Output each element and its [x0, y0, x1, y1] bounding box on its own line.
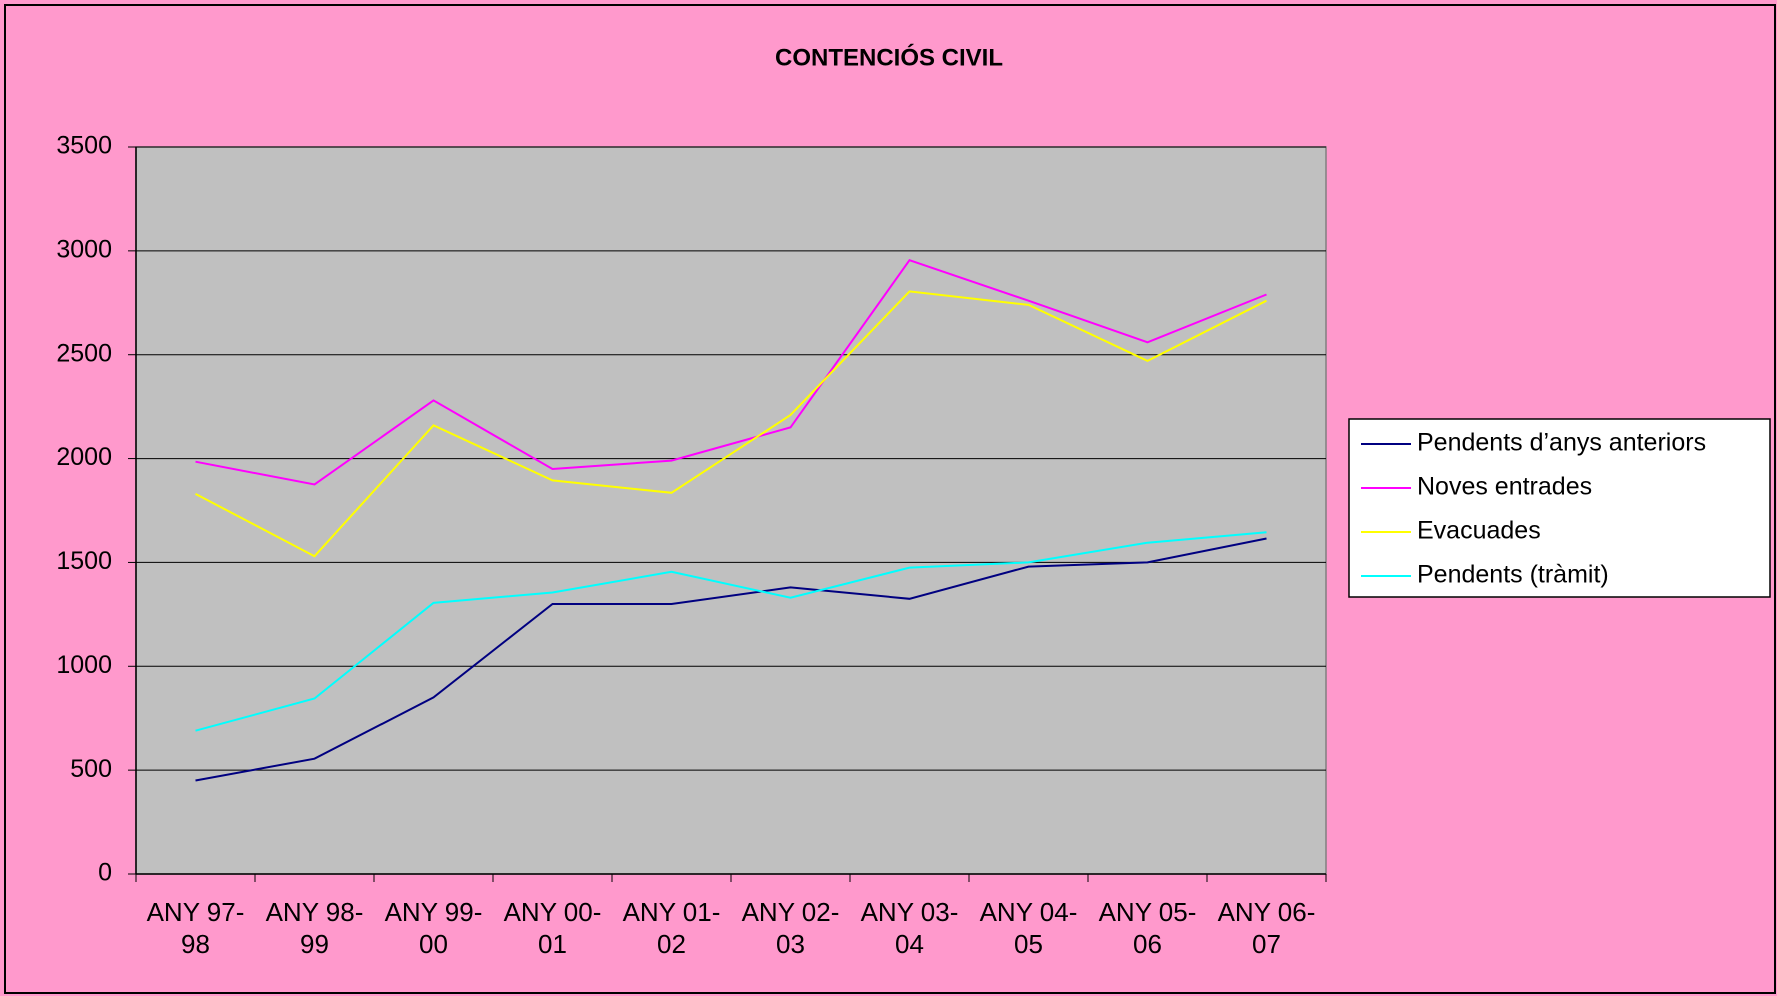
- y-tick-label: 0: [98, 859, 112, 887]
- x-tick-label: ANY 00-01: [503, 897, 602, 959]
- series-line: [195, 537, 1267, 782]
- y-tick-label: 500: [70, 755, 112, 783]
- x-tick-label: ANY 99-00: [384, 897, 483, 959]
- x-tick-label: ANY 02-03: [741, 897, 840, 959]
- x-tick-label: ANY 03-04: [860, 897, 959, 959]
- legend-label: Evacuades: [1417, 517, 1541, 545]
- y-tick-label: 2000: [56, 443, 112, 471]
- y-tick-label: 1500: [56, 547, 112, 575]
- y-tick-label: 3500: [56, 132, 112, 160]
- legend-label: Pendents d’anys anteriors: [1417, 429, 1706, 457]
- y-tick-label: 3000: [56, 235, 112, 263]
- x-tick-label: ANY 04-05: [979, 897, 1078, 959]
- x-tick-label: ANY 98-99: [265, 897, 364, 959]
- legend-box: [1348, 418, 1771, 598]
- series-line: [195, 531, 1267, 732]
- series-line: [195, 290, 1267, 558]
- legend-label: Pendents (tràmit): [1417, 561, 1609, 589]
- x-tick-label: ANY 01-02: [622, 897, 721, 959]
- x-tick-label: ANY 05-06: [1098, 897, 1197, 959]
- legend-label: Noves entrades: [1417, 473, 1592, 501]
- x-tick-label: ANY 06-07: [1217, 897, 1316, 959]
- x-tick-label: ANY 97-98: [146, 897, 245, 959]
- y-tick-label: 2500: [56, 339, 112, 367]
- chart-title: CONTENCIÓS CIVIL: [775, 43, 1003, 71]
- plot-area: [135, 146, 1327, 875]
- series-line: [195, 259, 1267, 486]
- y-tick-label: 1000: [56, 651, 112, 679]
